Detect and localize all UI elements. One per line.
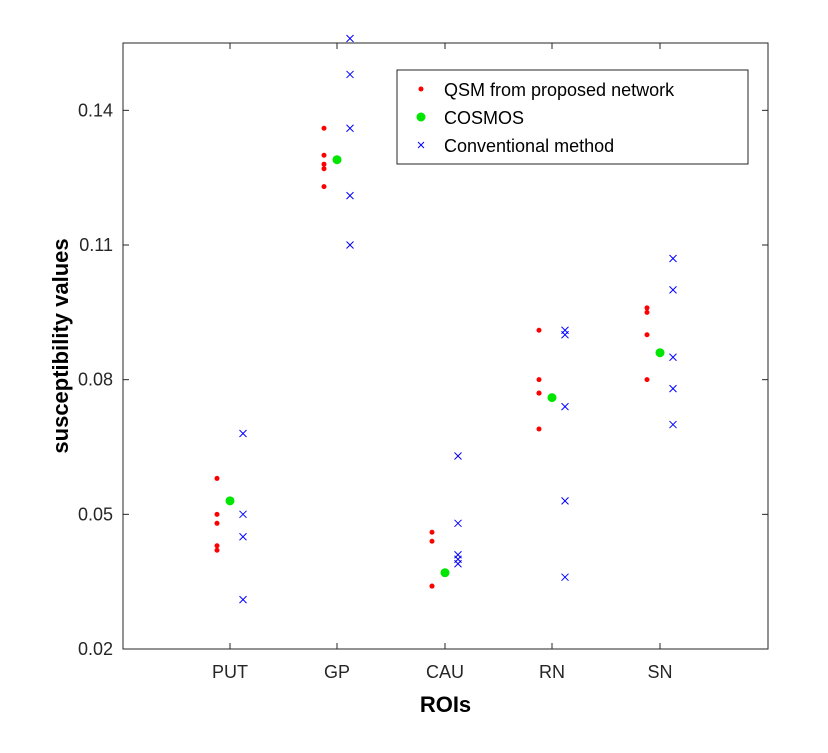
qsm-point (644, 309, 650, 315)
x-tick-label: RN (539, 662, 565, 682)
y-tick-label: 0.14 (78, 100, 113, 120)
conventional-point (669, 254, 677, 263)
conventional-point (346, 34, 354, 43)
conventional-point (346, 124, 354, 133)
cosmos-point (655, 348, 665, 358)
qsm-point (214, 520, 220, 526)
qsm-point (321, 152, 327, 158)
qsm-point (321, 161, 327, 167)
legend-label-conventional: Conventional method (444, 136, 614, 156)
conventional-point (669, 384, 677, 393)
qsm-point (429, 538, 435, 544)
conventional-point (561, 573, 569, 582)
conventional-point (669, 420, 677, 429)
qsm-point (214, 511, 220, 517)
qsm-point (644, 305, 650, 311)
legend-marker-conventional (417, 141, 425, 149)
legend: QSM from proposed network COSMOS Convent… (396, 69, 749, 165)
qsm-point (321, 166, 327, 172)
x-tick-label: SN (647, 662, 672, 682)
cosmos-point (332, 155, 342, 165)
qsm-point (214, 547, 220, 553)
conventional-point (454, 559, 462, 568)
legend-label-qsm: QSM from proposed network (444, 80, 675, 100)
qsm-point (536, 327, 542, 333)
conventional-point (454, 519, 462, 528)
plot-frame (122, 42, 769, 650)
x-tick-label: GP (324, 662, 350, 682)
qsm-point (644, 332, 650, 338)
x-axis-title: ROIs (420, 692, 471, 717)
qsm-point (536, 390, 542, 396)
cosmos-point (440, 568, 450, 578)
qsm-point (429, 529, 435, 535)
y-axis-title: susceptibility values (48, 238, 73, 453)
cosmos-point (547, 393, 557, 403)
conventional-point (239, 429, 247, 438)
conventional-point (346, 70, 354, 79)
qsm-point (536, 426, 542, 432)
qsm-point (321, 125, 327, 131)
conventional-point (561, 497, 569, 505)
conventional-point (669, 353, 677, 362)
y-tick-label: 0.02 (78, 639, 113, 659)
conventional-point (561, 330, 569, 339)
conventional-point (346, 191, 354, 200)
x-tick-label: CAU (426, 662, 464, 682)
conventional-point (454, 452, 462, 460)
conventional-point (346, 241, 354, 249)
legend-box (396, 69, 749, 165)
legend-marker-qsm (418, 86, 424, 92)
qsm-point (214, 475, 220, 481)
conventional-point (239, 510, 247, 519)
qsm-point (429, 583, 435, 589)
y-axis-ticks: 0.02 0.05 0.08 0.11 0.14 (78, 100, 768, 659)
legend-marker-cosmos (416, 112, 426, 122)
legend-label-cosmos: COSMOS (444, 108, 524, 128)
conventional-point (669, 286, 677, 294)
cosmos-point (225, 496, 235, 506)
x-tick-label: PUT (212, 662, 248, 682)
conventional-point (561, 402, 569, 411)
y-tick-label: 0.05 (78, 504, 113, 524)
x-axis-ticks: PUT GP CAU RN SN (212, 43, 673, 682)
data-marks (214, 34, 677, 604)
y-tick-label: 0.11 (79, 235, 113, 255)
y-tick-label: 0.08 (78, 370, 113, 390)
qsm-point (536, 377, 542, 383)
qsm-point (321, 184, 327, 190)
conventional-point (239, 595, 247, 604)
qsm-point (214, 543, 220, 549)
conventional-point (239, 532, 247, 541)
qsm-point (644, 377, 650, 383)
